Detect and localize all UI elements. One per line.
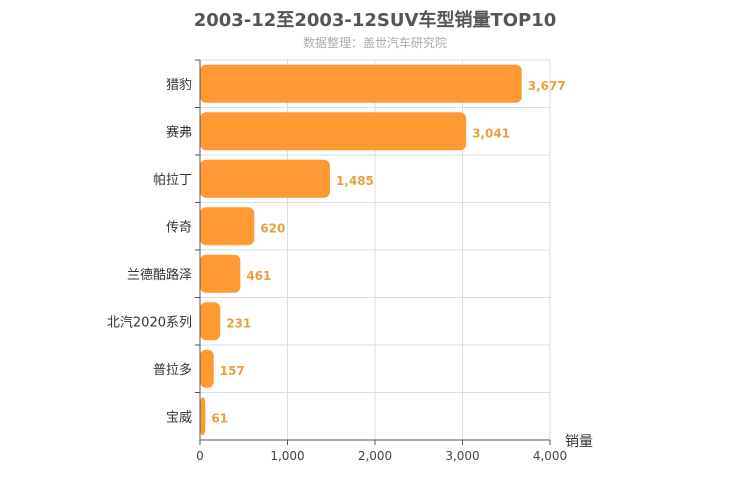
value-label: 61 — [211, 411, 228, 425]
category-label: 宝威 — [166, 410, 192, 425]
category-label: 帕拉丁 — [153, 173, 192, 188]
category-label: 北汽2020系列 — [107, 315, 192, 330]
bar — [200, 207, 255, 246]
chart-subtitle: 数据整理：盖世汽车研究院 — [302, 36, 447, 50]
bar — [200, 254, 241, 293]
category-label: 猎豹 — [166, 78, 192, 93]
axes: 0 1,000 2,000 3,000 4,000 猎豹赛弗帕拉丁传奇兰德酷路泽北汽202… — [107, 59, 567, 463]
bar — [200, 112, 467, 151]
value-label: 1,485 — [336, 174, 374, 188]
x-tick-label: 3,000 — [445, 449, 479, 463]
x-tick-label: 4,000 — [533, 449, 567, 463]
bar — [200, 349, 214, 388]
bar — [200, 64, 522, 103]
bar — [200, 397, 206, 436]
category-label: 赛弗 — [166, 124, 192, 140]
value-label: 157 — [220, 364, 245, 378]
value-label: 231 — [226, 316, 251, 330]
category-label: 传奇 — [166, 219, 192, 235]
value-label: 3,041 — [472, 126, 510, 140]
category-label: 兰德酷路泽 — [127, 267, 192, 283]
bar — [200, 159, 330, 198]
value-label: 620 — [260, 221, 285, 235]
value-label: 461 — [246, 269, 271, 283]
bars: 3,677 3,041 1,485 620 461 231 157 61 — [200, 64, 566, 436]
x-tick-label: 2,000 — [358, 449, 392, 463]
bar — [200, 302, 221, 341]
x-tick-label: 1,000 — [270, 449, 304, 463]
chart-title: 2003-12至2003-12SUV车型销量TOP10 — [193, 10, 557, 31]
x-tick-label: 0 — [196, 449, 204, 463]
x-axis-title: 销量 — [565, 434, 593, 450]
category-label: 普拉多 — [153, 362, 192, 378]
value-label: 3,677 — [528, 79, 566, 93]
